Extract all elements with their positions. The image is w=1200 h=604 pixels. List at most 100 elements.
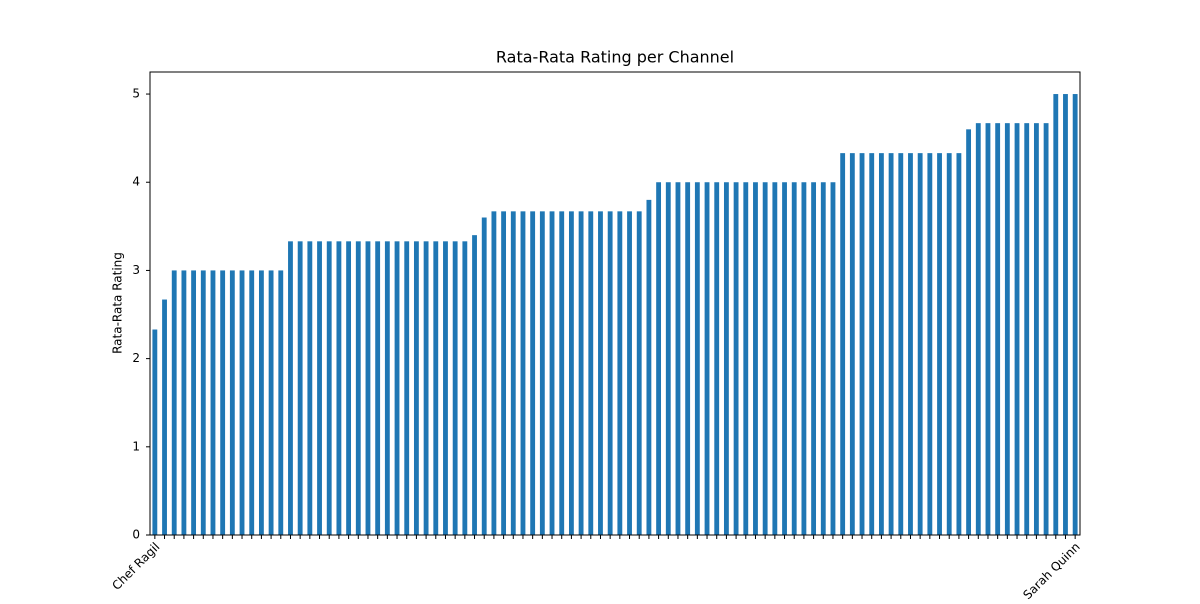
bar	[1014, 123, 1020, 535]
bar	[1033, 123, 1039, 535]
bar	[908, 153, 913, 535]
bar	[791, 182, 797, 535]
bar	[714, 182, 720, 535]
bar	[472, 235, 477, 535]
bar	[665, 182, 671, 535]
bar	[772, 182, 778, 535]
bar	[840, 153, 846, 535]
bar	[607, 211, 613, 536]
bar	[975, 123, 981, 535]
bar	[171, 270, 177, 535]
bar	[1004, 123, 1010, 535]
y-tick-label: 2	[132, 351, 140, 365]
bar	[559, 211, 565, 536]
bar	[704, 182, 710, 535]
bar	[869, 153, 875, 535]
bar	[694, 182, 700, 535]
bar	[355, 241, 361, 535]
bar	[801, 182, 807, 535]
bar	[927, 153, 933, 535]
bar	[917, 153, 923, 535]
bar	[782, 182, 787, 535]
bar	[937, 153, 942, 535]
bar	[229, 270, 235, 535]
bar	[307, 241, 313, 535]
bar	[365, 241, 371, 535]
bar	[627, 211, 632, 536]
bar	[249, 270, 255, 535]
bar	[162, 299, 167, 535]
bar	[743, 182, 749, 535]
y-tick-label: 0	[132, 528, 140, 542]
bar	[636, 211, 642, 536]
bar	[210, 270, 216, 535]
bar	[946, 153, 952, 535]
bar	[152, 329, 158, 535]
bar	[578, 211, 584, 536]
plot-frame	[149, 71, 1081, 536]
bar	[239, 270, 245, 535]
bar	[394, 241, 400, 535]
bar	[481, 217, 487, 535]
bar	[181, 270, 187, 535]
bar	[859, 153, 865, 535]
x-tick-label: Chef Ragil	[109, 540, 162, 593]
bar	[268, 270, 274, 535]
bar	[346, 241, 352, 535]
bar	[966, 129, 972, 536]
bar	[878, 153, 884, 535]
chart-title: Rata-Rata Rating per Channel	[496, 48, 734, 67]
bar	[539, 211, 545, 536]
bar	[733, 182, 739, 535]
bar	[520, 211, 526, 536]
bar	[849, 153, 855, 535]
bar	[830, 182, 836, 535]
bar	[288, 241, 293, 535]
bar	[443, 241, 448, 535]
bar	[491, 211, 497, 536]
bar	[995, 123, 1001, 535]
bar	[956, 153, 962, 535]
bar	[423, 241, 429, 535]
bar	[723, 182, 729, 535]
bar	[1053, 94, 1059, 536]
bar	[549, 211, 555, 536]
bar	[375, 241, 381, 535]
bar	[462, 241, 468, 535]
bar	[598, 211, 603, 536]
bar	[588, 211, 594, 536]
bar	[762, 182, 768, 535]
bar	[1063, 94, 1068, 536]
bar	[656, 182, 662, 535]
bar	[200, 270, 206, 535]
y-tick-label: 5	[132, 87, 140, 101]
bar	[433, 241, 439, 535]
bar	[820, 182, 826, 535]
bar	[530, 211, 536, 536]
bar	[384, 241, 390, 535]
bar	[510, 211, 516, 536]
bar	[568, 211, 574, 536]
y-tick-label: 1	[132, 439, 140, 453]
bar	[985, 123, 991, 535]
y-tick-label: 4	[132, 175, 140, 189]
bar	[326, 241, 332, 535]
bar	[501, 211, 507, 536]
y-axis-label: Rata-Rata Rating	[111, 252, 125, 354]
bar	[675, 182, 681, 535]
bar	[258, 270, 264, 535]
bar	[413, 241, 419, 535]
bar	[452, 241, 458, 535]
bar	[753, 182, 758, 535]
bar	[617, 211, 623, 536]
bar	[278, 270, 284, 535]
bar	[1043, 123, 1049, 535]
bar	[685, 182, 691, 535]
bar	[220, 270, 226, 535]
bar	[898, 153, 904, 535]
bar	[336, 241, 342, 535]
bar	[646, 199, 652, 535]
bar	[1024, 123, 1030, 535]
y-tick-label: 3	[132, 263, 140, 277]
